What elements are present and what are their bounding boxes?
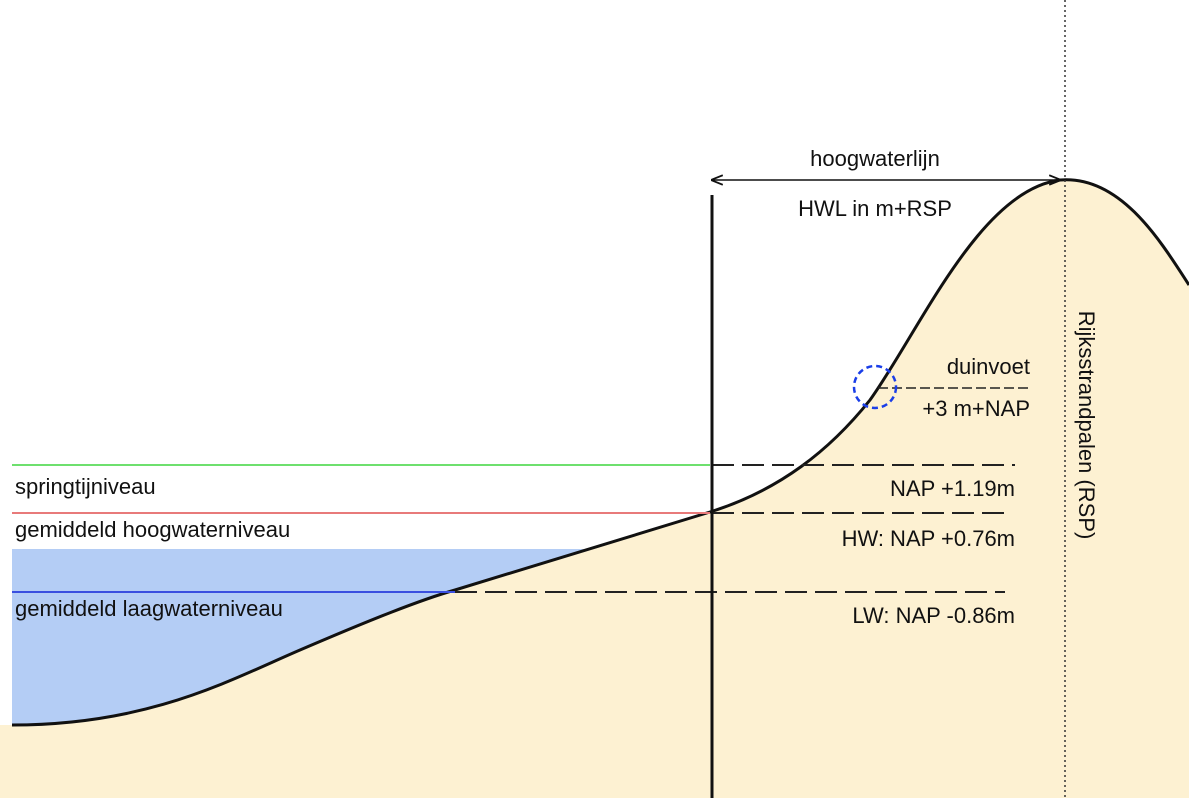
hwl-title: hoogwaterlijn	[810, 146, 940, 171]
diagram: hoogwaterlijn HWL in m+RSP duinvoet +3 m…	[0, 0, 1189, 798]
hwl-subtitle: HWL in m+RSP	[798, 196, 952, 221]
duinvoet-subtitle: +3 m+NAP	[922, 396, 1030, 421]
level-value: LW: NAP -0.86m	[852, 603, 1015, 628]
duinvoet-title: duinvoet	[947, 354, 1030, 379]
level-name: springtijniveau	[15, 474, 156, 499]
level-name: gemiddeld laagwaterniveau	[15, 596, 283, 621]
rsp-label: Rijksstrandpalen (RSP)	[1074, 311, 1099, 540]
level-value: NAP +1.19m	[890, 476, 1015, 501]
level-value: HW: NAP +0.76m	[842, 526, 1015, 551]
level-name: gemiddeld hoogwaterniveau	[15, 517, 290, 542]
page: {"levels": [ {"name": "springtijniveau",…	[0, 0, 1189, 798]
